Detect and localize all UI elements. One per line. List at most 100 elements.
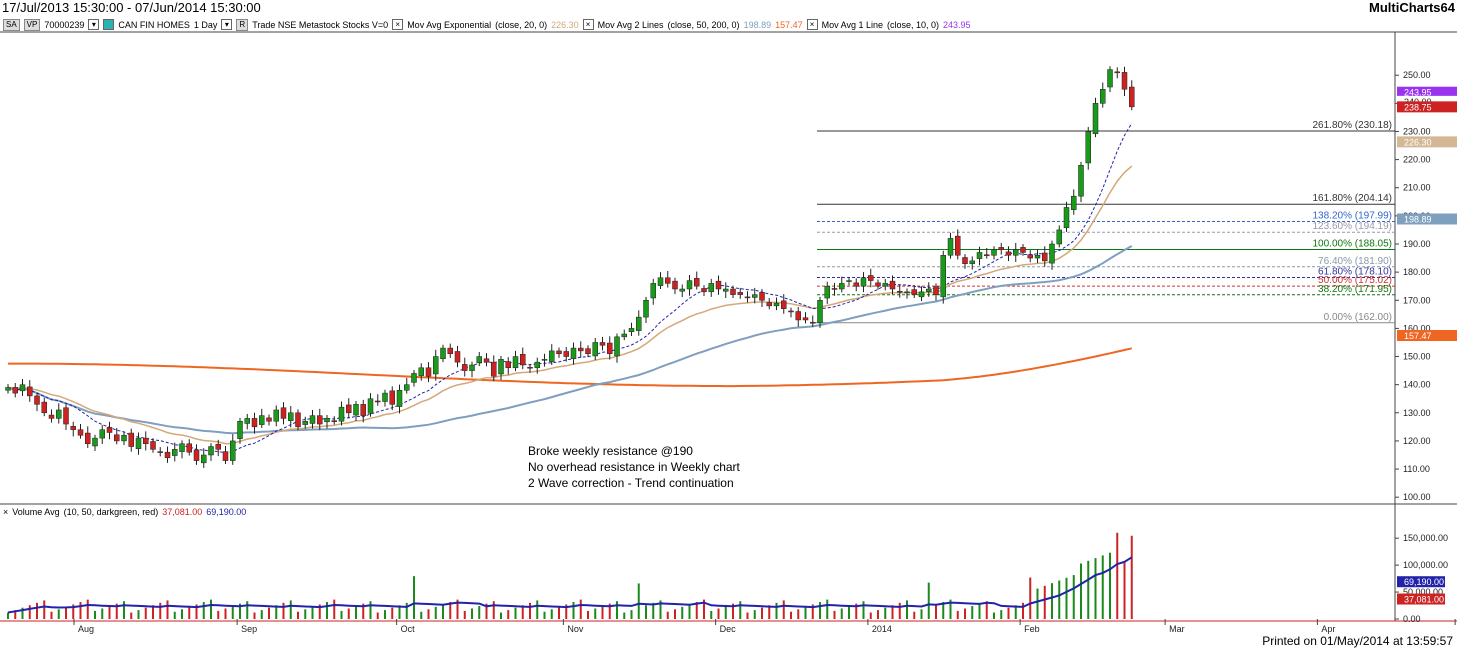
candle-body [955, 235, 961, 256]
candle-body [520, 354, 526, 366]
candle-body [570, 347, 577, 360]
price-tick-label: 210.00 [1403, 183, 1431, 193]
candle-body [288, 412, 294, 421]
candle-body [121, 435, 127, 442]
price-marker-label: 198.89 [1404, 214, 1432, 224]
app-name: MultiCharts64 [1369, 0, 1455, 15]
candle-body [585, 348, 591, 354]
candle-body [636, 316, 642, 331]
candle-body [338, 406, 345, 422]
candle-body [839, 283, 845, 290]
candle-body [309, 415, 316, 424]
candle-body [882, 283, 888, 287]
price-tick-label: 130.00 [1403, 408, 1431, 418]
candle-body [201, 454, 207, 464]
ma2-name: Mov Avg 2 Lines [597, 19, 664, 30]
ema-value: 226.30 [551, 19, 579, 30]
ma50-line [7, 245, 1133, 435]
fib-level-label: 38.20% (171.95) [1318, 284, 1392, 295]
candle-body [179, 443, 185, 452]
price-tick-label: 120.00 [1403, 436, 1431, 446]
candle-body [259, 415, 265, 425]
candle-body [208, 446, 214, 456]
price-tick-label: 100.00 [1403, 492, 1431, 502]
candle-body [563, 351, 569, 357]
price-marker-box [1397, 330, 1457, 342]
candle-body [621, 333, 627, 338]
dropdown-icon[interactable]: ▾ [88, 19, 100, 30]
fib-level-label: 0.00% (162.00) [1324, 312, 1392, 323]
candle-body [614, 336, 620, 357]
candle-body [781, 300, 787, 309]
candle-body [1071, 195, 1077, 210]
volume-params: (10, 50, darkgreen, red) [63, 507, 159, 517]
candle-body [599, 342, 606, 346]
symbol-code: 70000239 [44, 19, 85, 30]
candle-body [12, 387, 18, 394]
candle-body [556, 350, 562, 354]
ma1-toggle-icon[interactable]: × [806, 19, 818, 30]
candle-body [1049, 243, 1055, 264]
candle-body [918, 291, 925, 298]
candle-body [853, 282, 859, 287]
candle-body [230, 440, 236, 461]
candle-body [1100, 89, 1106, 104]
candle-body [549, 350, 555, 362]
realtime-button[interactable]: R [236, 18, 249, 31]
annotation-line-1: Broke weekly resistance @190 [528, 444, 693, 458]
candle-body [868, 275, 874, 281]
ma1-name: Mov Avg 1 Line [821, 19, 883, 30]
volume-marker-box [1397, 593, 1445, 605]
candle-body [541, 359, 548, 361]
time-tick-label: Oct [401, 624, 416, 634]
symbol-button[interactable]: SA [3, 18, 20, 31]
time-tick-label: Feb [1024, 624, 1040, 634]
title-bar: 17/Jul/2013 15:30:00 - 07/Jun/2014 15:30… [0, 0, 1457, 17]
price-marker-box [1397, 101, 1457, 113]
volume-name: Volume Avg [12, 507, 60, 517]
candle-body [665, 277, 671, 284]
ma2-toggle-icon[interactable]: × [582, 19, 594, 30]
fib-level-label: 61.80% (178.10) [1318, 266, 1392, 277]
candle-body [1063, 207, 1070, 228]
color-swatch-icon[interactable] [103, 19, 115, 30]
ma1-params: (close, 10, 0) [887, 19, 940, 30]
time-tick-label: Dec [720, 624, 737, 634]
candle-body [99, 429, 105, 439]
volume-profile-button[interactable]: VP [23, 18, 41, 31]
ma1-value: 243.95 [943, 19, 971, 30]
price-marker-box [1397, 86, 1457, 98]
candle-body [389, 390, 395, 405]
candle-body [106, 427, 113, 433]
candle-body [1034, 254, 1041, 259]
candle-body [346, 404, 352, 414]
candle-body [650, 283, 656, 299]
timeframe-dropdown-icon[interactable]: ▾ [221, 19, 233, 30]
candle-body [708, 283, 714, 293]
candle-body [998, 247, 1004, 250]
candle-body [788, 310, 794, 313]
volume-toggle-icon[interactable]: × [3, 507, 9, 517]
candle-body [5, 387, 11, 391]
candle-body [295, 412, 301, 428]
candle-body [77, 429, 84, 436]
candle-body [331, 420, 337, 422]
candle-body [476, 356, 482, 363]
candle-body [1013, 249, 1019, 256]
candle-body [172, 449, 178, 456]
candle-body [643, 300, 649, 318]
candle-body [1092, 103, 1099, 134]
candle-body [469, 364, 475, 371]
price-marker-label: 238.75 [1404, 102, 1432, 112]
volume-legend: × Volume Avg (10, 50, darkgreen, red) 37… [3, 507, 246, 517]
candle-body [92, 437, 98, 447]
candle-body [491, 361, 497, 377]
candle-body [244, 418, 250, 424]
ema-toggle-icon[interactable]: × [392, 19, 404, 30]
candle-body [143, 437, 149, 444]
candle-body [1027, 254, 1033, 259]
candle-body [802, 317, 809, 321]
ema-params: (close, 20, 0) [495, 19, 548, 30]
candle-body [273, 409, 279, 422]
